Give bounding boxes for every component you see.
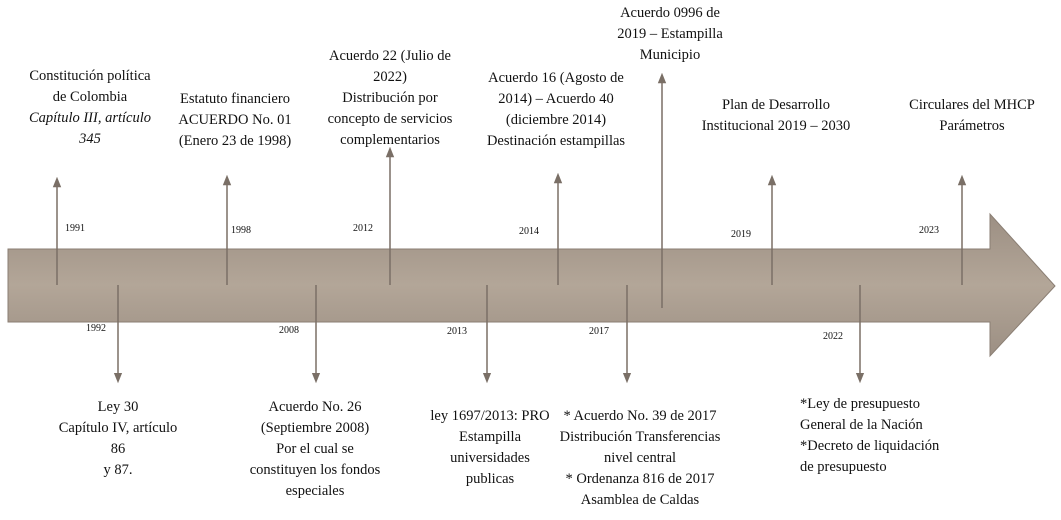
event-text: Acuerdo 22 (Julio de <box>329 48 451 64</box>
event-year: 2022 <box>823 331 843 342</box>
event-text: universidades <box>450 450 530 466</box>
event-text: Municipio <box>640 47 700 63</box>
event-text: General de la Nación <box>800 417 924 433</box>
event-text: Acuerdo No. 26 <box>268 399 361 415</box>
event-text: Institucional 2019 – 2030 <box>702 118 851 134</box>
event-text: Acuerdo 0996 de <box>620 5 720 21</box>
event-text: Asamblea de Caldas <box>581 492 700 508</box>
event-text: (Septiembre 2008) <box>261 420 369 436</box>
event-text: 2022) <box>373 69 407 85</box>
event-year: 2008 <box>279 325 299 336</box>
event-text: Acuerdo 16 (Agosto de <box>488 70 624 86</box>
event-text: Circulares del MHCP <box>909 97 1035 113</box>
event-text: 2019 – Estampilla <box>617 26 723 42</box>
event-text: Plan de Desarrollo <box>722 97 830 113</box>
event-year: 2023 <box>919 225 939 236</box>
event-text: (diciembre 2014) <box>506 112 606 128</box>
event-text: Estampilla <box>459 429 522 445</box>
event-text: Distribución Transferencias <box>560 429 721 445</box>
event-text: constituyen los fondos <box>250 462 381 478</box>
event-text: * Ordenanza 816 de 2017 <box>566 471 715 487</box>
event-text: publicas <box>466 471 515 487</box>
event-text: 86 <box>111 441 126 457</box>
event-year: 2013 <box>447 326 467 337</box>
event-text: nivel central <box>604 450 676 466</box>
event-text: de presupuesto <box>800 459 887 475</box>
event-text: Capítulo III, artículo <box>29 110 151 126</box>
event-text: Por el cual se <box>276 441 354 457</box>
event-year: 2014 <box>519 226 539 237</box>
event-text: Estatuto financiero <box>180 91 290 107</box>
event-year: 2017 <box>589 326 609 337</box>
event-text: Parámetros <box>939 118 1005 134</box>
event-text: Constitución política <box>29 68 151 84</box>
event-text: (Enero 23 de 1998) <box>179 133 292 149</box>
timeline-arrow <box>7 212 1056 358</box>
event-text: Capítulo IV, artículo <box>59 420 178 436</box>
event-year: 2019 <box>731 229 751 240</box>
event-text: Ley 30 <box>98 399 139 415</box>
event-year: 1991 <box>65 223 85 234</box>
event-text: * Acuerdo No. 39 de 2017 <box>563 408 716 424</box>
event-text: 345 <box>78 131 101 147</box>
event-year: 1992 <box>86 323 106 334</box>
event-text: y 87. <box>104 462 133 478</box>
event-text: *Decreto de liquidación <box>800 438 940 454</box>
event-text: especiales <box>286 483 345 499</box>
event-year: 2012 <box>353 223 373 234</box>
event-text: 2014) – Acuerdo 40 <box>498 91 614 107</box>
event-text: de Colombia <box>53 89 128 105</box>
event-text: concepto de servicios <box>328 111 453 127</box>
event-text: Destinación estampillas <box>487 133 625 149</box>
event-text: complementarios <box>340 132 440 148</box>
event-text: ACUERDO No. 01 <box>178 112 291 128</box>
event-text: *Ley de presupuesto <box>800 396 920 412</box>
event-year: 1998 <box>231 225 251 236</box>
event-text: ley 1697/2013: PRO <box>430 408 549 424</box>
event-text: Distribución por <box>342 90 438 106</box>
